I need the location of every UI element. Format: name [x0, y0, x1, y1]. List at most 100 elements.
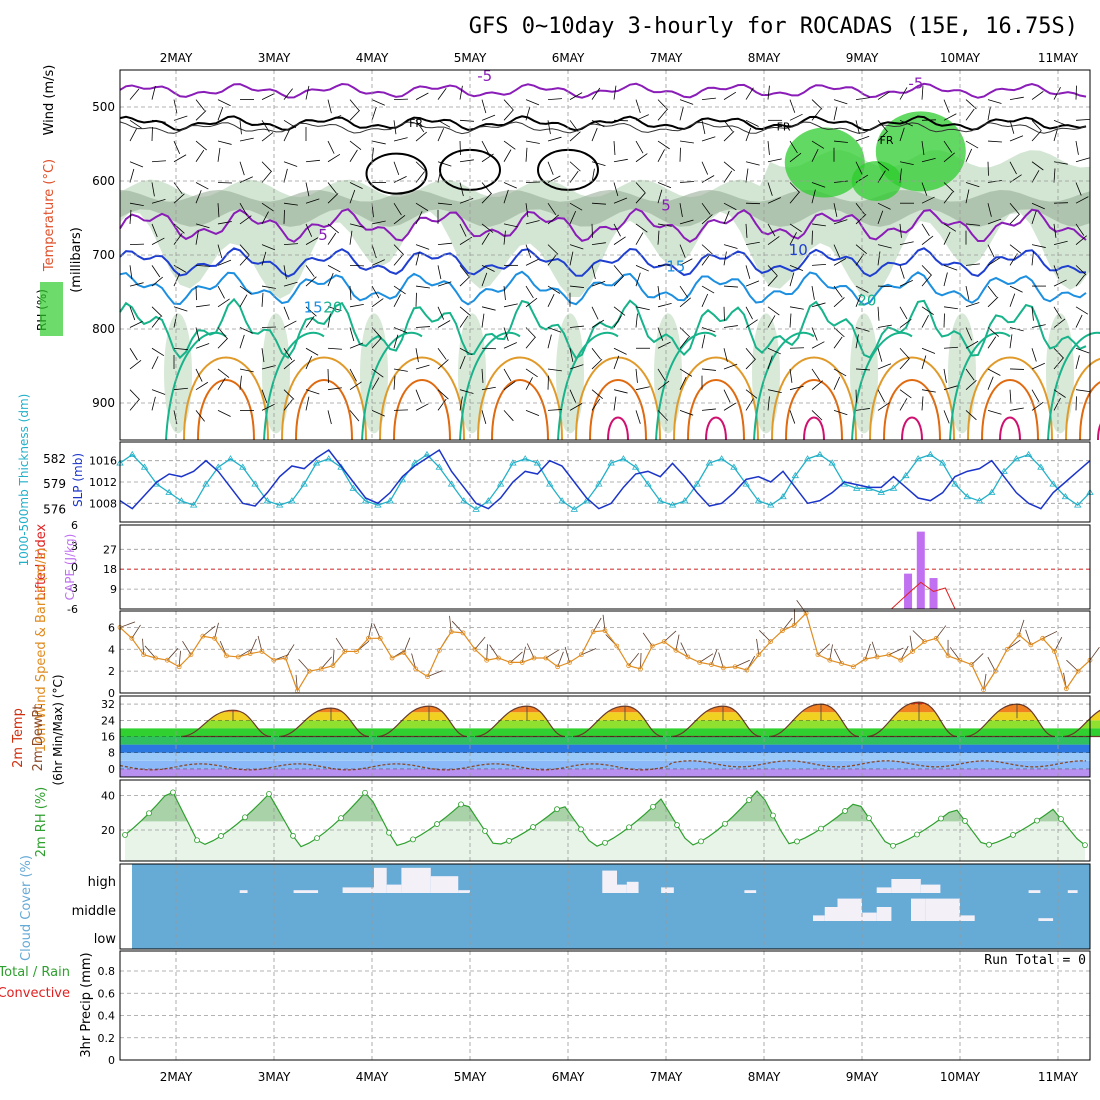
wind-barb: [1031, 251, 1034, 266]
wind-barb: [415, 389, 422, 403]
wind-barb: [789, 192, 800, 204]
wind-barb: [679, 99, 694, 105]
wind-barb: [151, 316, 161, 328]
cloud-cover-panel: high middle low Cloud Cover (%): [19, 855, 1091, 961]
wind-barb: [525, 203, 529, 218]
wind-barb: [195, 304, 210, 308]
wind-barb: [239, 120, 242, 135]
wind-barb: [503, 410, 514, 422]
wind-barb: [591, 319, 605, 328]
wind-barb: [129, 161, 144, 168]
wind-barb: [195, 110, 207, 121]
wind-barb: [481, 192, 493, 204]
date-label-top: 6MAY: [552, 51, 585, 65]
thickness-point: [521, 455, 529, 462]
warm-arch-contour: [491, 379, 549, 441]
wind-barb: [1031, 401, 1044, 411]
wind-barb: [437, 306, 445, 320]
wind-barb: [789, 223, 802, 233]
wind-barb: [723, 325, 738, 328]
wind-barb: [921, 235, 934, 245]
wind-barb: [701, 285, 715, 294]
wind-barb: [965, 380, 977, 390]
wind-speed-point: [306, 668, 312, 674]
wind-speed-point: [496, 655, 501, 661]
rh2m-point: [242, 814, 248, 821]
wind-barb: [283, 168, 288, 183]
wind-barb: [371, 285, 380, 299]
wind-barb: [173, 410, 178, 425]
wind-barb: [481, 272, 488, 287]
middle-cloud-block: [862, 912, 877, 921]
thickness-point: [902, 471, 910, 479]
surface-wind-barb: [663, 630, 677, 642]
wind-barb: [899, 87, 908, 100]
li-tick-label: 3: [71, 540, 78, 553]
wind-barb: [591, 127, 598, 142]
wind-barb: [723, 402, 737, 411]
wind-barb: [899, 223, 902, 238]
surface-wind-barb: [833, 649, 842, 664]
wind-speed-point: [1063, 686, 1069, 692]
rh2m-point: [458, 801, 464, 808]
surface-wind-barb: [411, 653, 417, 670]
temp-contour-20-arch: [753, 331, 815, 441]
surface-wind-barb: [451, 620, 464, 634]
wind-barb: [261, 292, 264, 307]
wind-speed-point: [176, 664, 182, 670]
wind-barb: [679, 258, 693, 266]
wind-barb: [723, 131, 735, 142]
wind-barb: [1075, 265, 1087, 276]
wind-barb: [393, 327, 408, 334]
temp-hump-layer: [475, 728, 565, 737]
panel-frame: [119, 524, 1091, 610]
wind-barb: [943, 223, 957, 232]
wind-barb: [437, 348, 447, 360]
wind-barb: [811, 368, 821, 381]
temp-tick-label: 16: [101, 731, 115, 744]
wind-barb: [129, 360, 142, 370]
warm-arch-contour: [999, 416, 1021, 441]
warm-arch-contour: [803, 416, 825, 441]
wind-barb: [635, 313, 638, 328]
wind-barb: [679, 106, 684, 121]
wind-barb: [305, 119, 320, 123]
wind-barb: [789, 306, 804, 310]
wind-barb: [943, 368, 947, 383]
surface-wind-barb: [474, 636, 486, 650]
temp-contour-15: [119, 270, 1087, 306]
wind-barb: [657, 368, 666, 382]
wind-barb: [569, 244, 584, 250]
wind-barb: [899, 161, 914, 166]
wind-barb: [283, 119, 297, 129]
wind-speed-point: [235, 654, 241, 660]
wind-barb: [217, 259, 232, 266]
surface-wind-barb: [335, 637, 346, 652]
wind-barb: [349, 140, 362, 150]
temp-hump-layer: [1063, 712, 1100, 721]
wind-barb: [701, 97, 716, 100]
temp-tick-label: 0: [108, 763, 115, 776]
surface-wind-barb: [628, 652, 640, 666]
wind-barb: [327, 193, 339, 204]
wind-barb: [943, 346, 958, 349]
wind-barb: [1031, 130, 1042, 142]
wind-barb: [657, 182, 672, 189]
thickness-point: [828, 459, 836, 466]
thickness-point: [1024, 450, 1033, 458]
surface-wind-barb: [564, 646, 570, 663]
wind-barb: [723, 120, 733, 132]
wind-barb: [217, 377, 226, 390]
rh2m-point: [866, 815, 872, 822]
wind-barb: [855, 120, 860, 135]
date-label-bottom: 2MAY: [160, 1070, 193, 1084]
temp-hump-layer: [377, 728, 467, 737]
wind-speed-point: [815, 652, 821, 658]
contour-label: 5: [661, 197, 671, 215]
wind-barb: [943, 140, 953, 153]
wind-barb: [393, 244, 405, 255]
wind-barb: [151, 389, 166, 395]
wind-barb: [943, 306, 958, 310]
thickness-point: [705, 459, 714, 466]
rh2m-point: [1058, 816, 1064, 822]
